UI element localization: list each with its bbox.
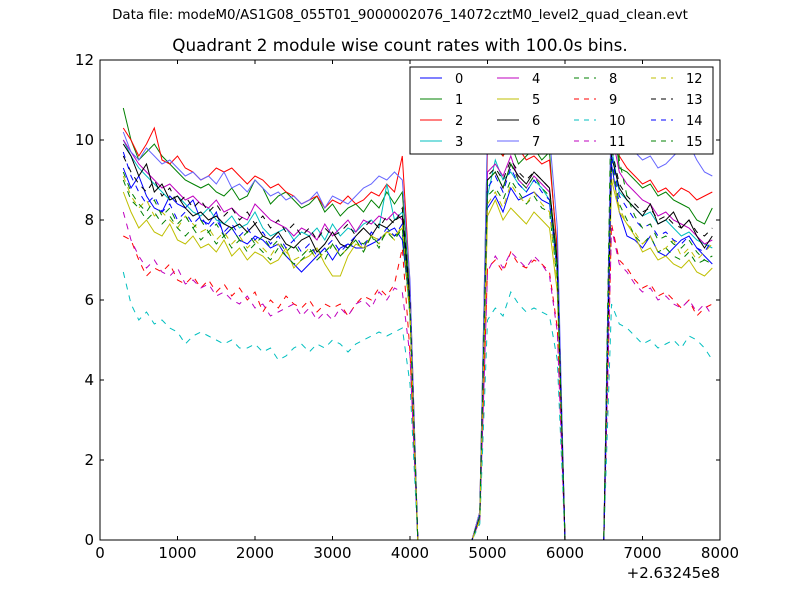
x-tick-label: 0: [95, 544, 105, 562]
series-line-13: [122, 147, 713, 541]
legend-label-10: 10: [609, 114, 626, 129]
series-line-9: [123, 223, 713, 541]
legend-label-8: 8: [609, 72, 617, 87]
series-line-3: [122, 139, 713, 541]
legend-label-3: 3: [455, 135, 463, 150]
legend-label-15: 15: [686, 135, 703, 150]
y-tick-label: 10: [75, 131, 94, 149]
x-offset-label: +2.63245e8: [627, 564, 720, 582]
legend-label-5: 5: [532, 93, 540, 108]
legend-label-11: 11: [609, 135, 626, 150]
x-tick-label: 5000: [468, 544, 506, 562]
y-tick-label: 2: [84, 451, 94, 469]
series-line-2: [122, 111, 713, 541]
x-tick-label: 8000: [701, 544, 739, 562]
legend-label-7: 7: [532, 135, 540, 150]
x-tick-label: 3000: [313, 544, 351, 562]
x-tick-label: 1000: [158, 544, 196, 562]
x-tick-label: 6000: [546, 544, 584, 562]
series-line-5: [122, 179, 713, 541]
legend-label-1: 1: [455, 93, 463, 108]
y-tick-label: 12: [75, 51, 94, 69]
legend-label-0: 0: [455, 72, 463, 87]
series-line-1: [122, 99, 713, 541]
chart-title: Quadrant 2 module wise count rates with …: [172, 35, 628, 55]
series-line-10: [122, 271, 713, 541]
legend-label-6: 6: [532, 114, 540, 129]
series-line-0: [122, 163, 713, 541]
x-tick-label: 2000: [236, 544, 274, 562]
series-line-4: [122, 131, 713, 541]
axis-ticks: 0 1000 2000 3000 4000 5000 6000 7000 80000246810…: [75, 51, 739, 562]
legend-label-4: 4: [532, 72, 540, 87]
x-tick-label: 7000: [623, 544, 661, 562]
y-tick-label: 6: [84, 291, 94, 309]
series-line-14: [122, 151, 713, 541]
legend-label-12: 12: [686, 72, 703, 87]
figure-suptitle: Data file: modeM0/AS1G08_055T01_90000020…: [112, 8, 688, 23]
y-tick-label: 4: [84, 371, 94, 389]
x-tick-label: 4000: [391, 544, 429, 562]
legend-label-2: 2: [455, 114, 463, 129]
legend-label-9: 9: [609, 93, 617, 108]
legend-box: [409, 66, 714, 155]
series-line-11: [122, 211, 713, 541]
y-tick-label: 0: [84, 531, 94, 549]
y-tick-label: 8: [84, 211, 94, 229]
legend-label-13: 13: [686, 93, 703, 108]
legend-label-14: 14: [686, 114, 703, 129]
